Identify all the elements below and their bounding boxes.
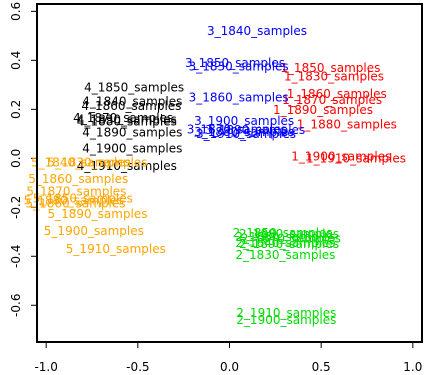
x-tick-label: -1.0	[34, 360, 57, 374]
y-tick-label: 0.2	[9, 100, 23, 119]
y-tick-label: -0.6	[9, 294, 23, 317]
point-label: 4_1860_samples	[81, 99, 181, 113]
point-label: 5_1830_samples	[47, 156, 147, 170]
point-label: 2_1830_samples	[235, 248, 335, 262]
point-label: 3_1850_samples	[185, 56, 285, 70]
point-label: 3_1890_samples	[205, 123, 305, 137]
point-label: 3_1840_samples	[207, 24, 307, 38]
point-label: 2_1880_samples	[239, 227, 339, 241]
point-label: 2_1870_samples	[241, 231, 341, 245]
point-label: 5_1880_samples	[24, 193, 124, 207]
point-label: 5_1860_samples	[25, 197, 125, 211]
point-label: 1_1860_samples	[287, 87, 387, 101]
point-label: 5_1860_samples	[28, 172, 128, 186]
y-tick-label: 0.4	[9, 51, 23, 70]
point-label: 3_1830_samples	[189, 59, 289, 73]
x-tick-label: 0.5	[312, 360, 331, 374]
point-label: 5_1890_samples	[47, 207, 147, 221]
point-label: 3_1910_samples	[196, 127, 296, 141]
y-tick-label: -0.2	[9, 196, 23, 219]
point-label: 5_1910_samples	[66, 242, 166, 256]
point-label: 2_1840_samples	[235, 236, 335, 250]
point-label: 3_1880_samples	[194, 125, 294, 139]
point-label: 1_1880_samples	[297, 118, 397, 132]
y-tick-label: -0.4	[9, 245, 23, 268]
x-tick-label: 0.0	[220, 360, 239, 374]
point-label: 1_1870_samples	[282, 93, 382, 107]
point-label: 3_1860_samples	[189, 91, 289, 105]
point-label: 2_1910_samples	[236, 306, 336, 320]
point-label: 4_1890_samples	[82, 125, 182, 139]
point-label: 4_1830_samples	[77, 113, 177, 127]
point-label: 1_1900_samples	[291, 149, 391, 163]
point-label: 1_1910_samples	[306, 151, 406, 165]
x-tick-label: 1.0	[403, 360, 422, 374]
point-label: 5_1850_samples	[33, 192, 133, 206]
axes: -1.0 -0.5 0.0 0.5 1.0 -0.6 -0.4 -0.2 0.0 0.2 0.4 0.…	[9, 2, 422, 374]
point-label: 3_1870_samples	[187, 122, 287, 136]
plot-frame	[36, 3, 423, 343]
point-label: 4_1850_samples	[84, 80, 184, 94]
point-label: 3_1900_samples	[194, 114, 294, 128]
point-label: 4_1840_samples	[82, 94, 182, 108]
point-label: 5_1870_samples	[26, 184, 126, 198]
point-label: 2_1850_samples	[233, 226, 333, 240]
point-label: 2_1900_samples	[236, 313, 336, 327]
point-label: 4_1900_samples	[82, 142, 182, 156]
y-tick-label: 0.6	[9, 2, 23, 21]
point-label: 4_1910_samples	[77, 159, 177, 173]
y-tick-label: 0.0	[9, 149, 23, 168]
point-label: 4_1870_samples	[73, 111, 173, 125]
point-label: 1_1830_samples	[284, 69, 384, 83]
point-label: 5_1840_samples	[31, 156, 131, 170]
point-label: 2_1890_samples	[239, 237, 339, 251]
point-label: 2_1860_samples	[235, 230, 335, 244]
point-label: 1_1850_samples	[280, 61, 380, 75]
point-label: 5_1900_samples	[44, 224, 144, 238]
point-label: 1_1890_samples	[273, 103, 373, 117]
x-tick-label: -0.5	[126, 360, 149, 374]
point-label: 4_1880_samples	[77, 115, 177, 129]
